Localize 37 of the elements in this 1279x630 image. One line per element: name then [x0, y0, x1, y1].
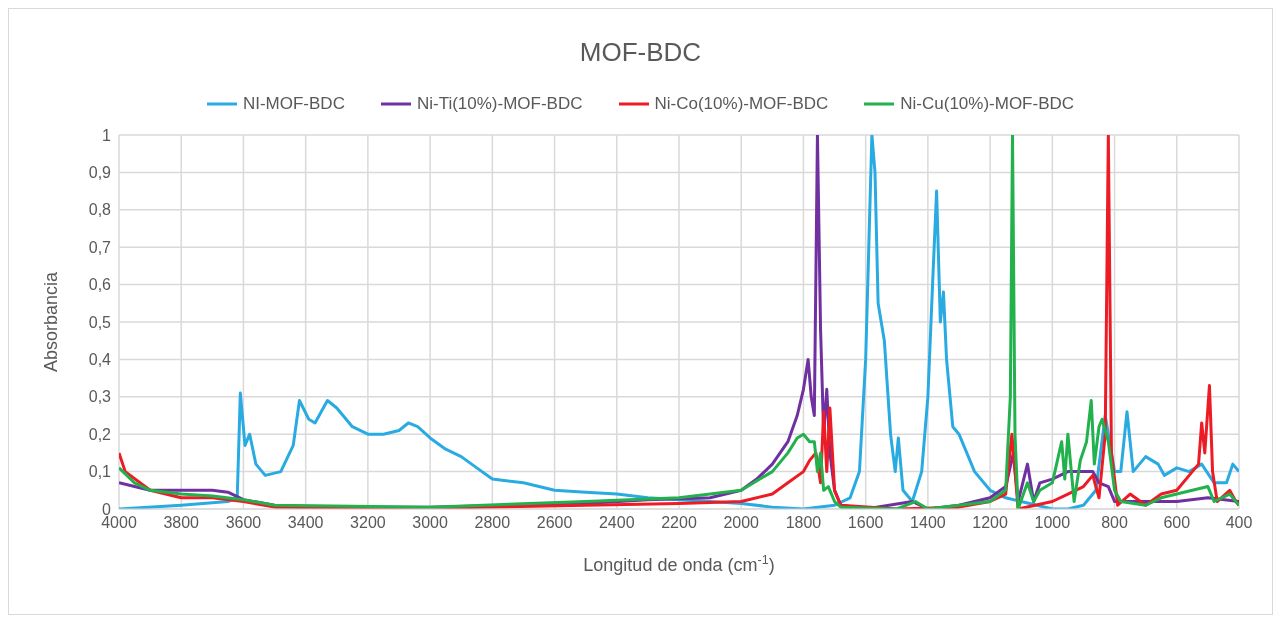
- x-tick-label: 3200: [350, 514, 386, 532]
- x-tick-label: 2000: [723, 514, 760, 532]
- x-tick-label: 600: [1163, 514, 1191, 532]
- y-tick-label: 0,6: [88, 276, 112, 294]
- line-series: [119, 135, 1239, 509]
- chart-title: MOF-BDC: [578, 36, 703, 69]
- x-tick-label: 2800: [474, 514, 511, 532]
- y-tick-label: 0,1: [88, 463, 112, 481]
- x-tick-label: 1000: [1034, 514, 1071, 532]
- x-tick-label: 1600: [847, 514, 884, 532]
- legend-label: Ni-Co(10%)-MOF-BDC: [654, 94, 829, 114]
- x-tick-label: 3000: [412, 514, 449, 532]
- y-axis-title: Absorbancia: [41, 270, 61, 373]
- x-tick-label: 1400: [910, 514, 946, 532]
- legend-label: NI-MOF-BDC: [242, 94, 345, 114]
- x-tick-label: 4000: [101, 514, 137, 532]
- y-tick-label: 0,7: [88, 238, 112, 256]
- legend-label: Ni-Cu(10%)-MOF-BDC: [900, 94, 1075, 114]
- x-axis-title: Longitud de onda (cm$^{-1}$): [583, 553, 775, 575]
- x-tick-label: 3800: [163, 514, 200, 532]
- x-tick-label: 2600: [536, 514, 573, 532]
- y-tick-label: 1: [102, 126, 112, 144]
- x-tick-label: 1800: [785, 514, 822, 532]
- x-tick-label: 3600: [225, 514, 262, 532]
- x-tick-label: 2400: [598, 514, 635, 532]
- x-tick-label: 2200: [661, 514, 697, 532]
- y-tick-label: 0,5: [88, 313, 112, 331]
- x-tick-label: 1200: [972, 514, 1009, 532]
- y-tick-label: 0,3: [88, 388, 112, 406]
- y-tick-label: 0,8: [88, 201, 112, 219]
- y-tick-label: 0,9: [88, 164, 112, 182]
- x-tick-label: 3400: [287, 514, 324, 532]
- legend-label: Ni-Ti(10%)-MOF-BDC: [416, 94, 583, 114]
- y-tick-label: 0,4: [88, 351, 112, 369]
- y-tick-label: 0,2: [88, 425, 112, 443]
- x-tick-label: 800: [1101, 514, 1128, 532]
- x-tick-label: 400: [1225, 514, 1253, 532]
